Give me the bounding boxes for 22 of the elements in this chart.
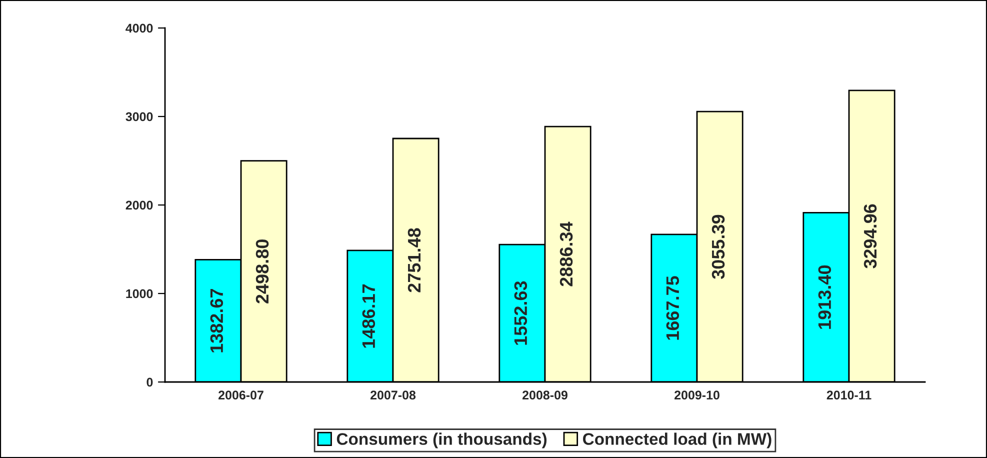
x-tick-label: 2006-07 (218, 390, 264, 400)
data-label: 1667.75 (666, 276, 680, 340)
data-label: 1486.17 (362, 284, 376, 348)
y-tick-label: 0 (146, 378, 153, 387)
y-tick-label: 2000 (126, 200, 153, 210)
data-label: 2886.34 (560, 222, 573, 286)
data-label: 1913.40 (818, 265, 832, 329)
x-tick-label: 2007-08 (370, 390, 416, 400)
legend-label: Consumers (in thousands) (336, 432, 547, 448)
data-label: 3294.96 (864, 204, 877, 268)
data-label: 3055.39 (712, 214, 725, 280)
x-tick-label: 2008-09 (522, 390, 568, 400)
data-label: 2751.48 (408, 228, 421, 292)
y-tick-label: 1000 (126, 289, 153, 298)
y-tick-label: 4000 (126, 24, 153, 33)
data-label: 1382.67 (210, 288, 224, 352)
y-tick-label: 3000 (126, 112, 153, 122)
x-tick-label: 2009-10 (674, 390, 720, 400)
data-label: 1552.63 (514, 281, 528, 345)
data-label: 2498.80 (256, 240, 269, 304)
legend-label: Connected load (in MW) (583, 432, 772, 448)
x-tick-label: 2010-11 (826, 390, 872, 400)
